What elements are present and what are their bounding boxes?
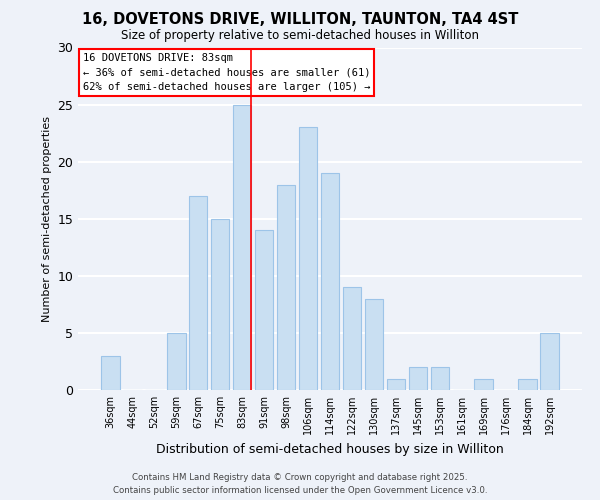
Bar <box>233 104 251 390</box>
Bar <box>211 219 229 390</box>
Bar <box>189 196 208 390</box>
Bar <box>343 287 361 390</box>
Text: 16, DOVETONS DRIVE, WILLITON, TAUNTON, TA4 4ST: 16, DOVETONS DRIVE, WILLITON, TAUNTON, T… <box>82 12 518 28</box>
Text: 16 DOVETONS DRIVE: 83sqm
← 36% of semi-detached houses are smaller (61)
62% of s: 16 DOVETONS DRIVE: 83sqm ← 36% of semi-d… <box>83 52 371 92</box>
Text: Size of property relative to semi-detached houses in Williton: Size of property relative to semi-detach… <box>121 29 479 42</box>
Bar <box>409 367 427 390</box>
Bar <box>255 230 274 390</box>
Bar <box>475 378 493 390</box>
Text: Contains HM Land Registry data © Crown copyright and database right 2025.
Contai: Contains HM Land Registry data © Crown c… <box>113 474 487 495</box>
Bar <box>320 173 340 390</box>
Bar <box>518 378 537 390</box>
Bar <box>299 128 317 390</box>
Bar <box>365 298 383 390</box>
Bar <box>167 333 185 390</box>
Bar <box>277 184 295 390</box>
Bar <box>431 367 449 390</box>
Bar <box>386 378 405 390</box>
Bar <box>101 356 119 390</box>
Bar <box>541 333 559 390</box>
Y-axis label: Number of semi-detached properties: Number of semi-detached properties <box>42 116 52 322</box>
X-axis label: Distribution of semi-detached houses by size in Williton: Distribution of semi-detached houses by … <box>156 442 504 456</box>
